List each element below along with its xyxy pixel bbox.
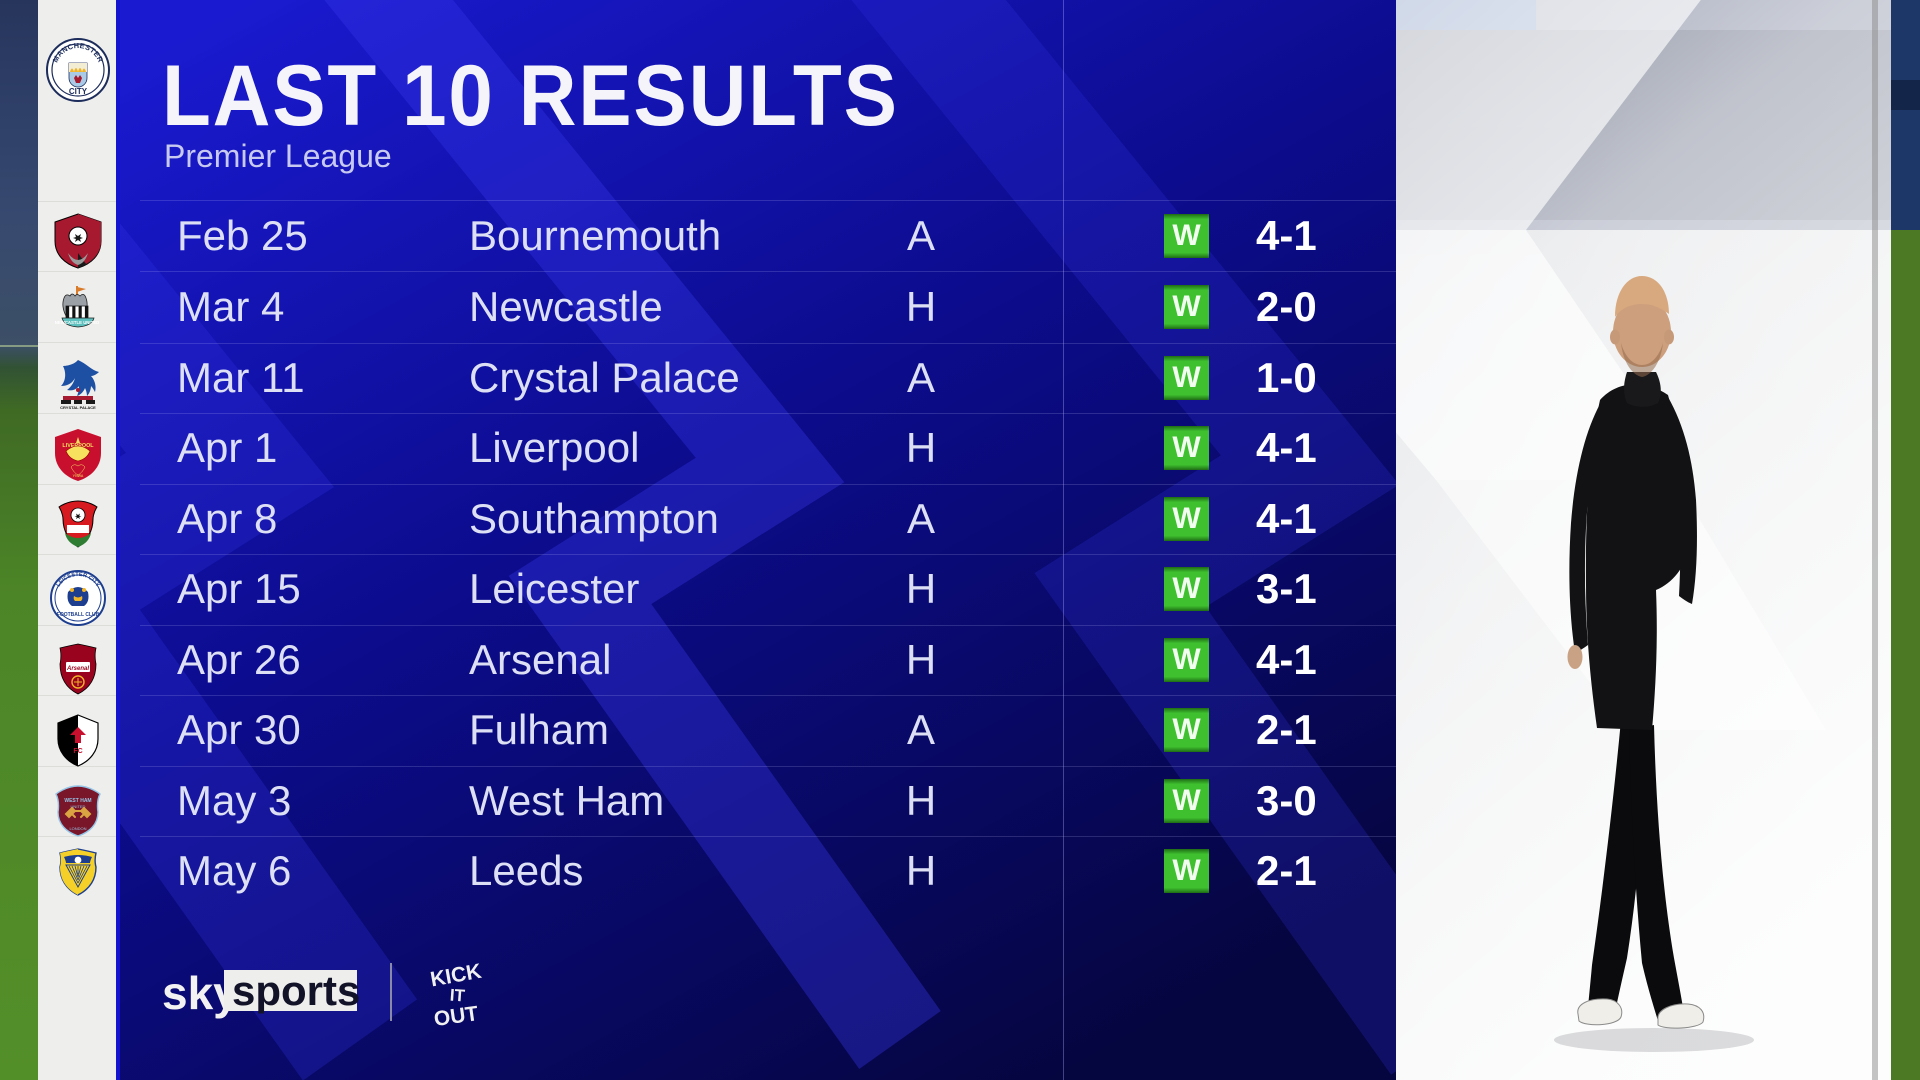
svg-text:IT: IT: [449, 986, 466, 1006]
svg-text:CRYSTAL PALACE: CRYSTAL PALACE: [60, 405, 96, 410]
svg-text:OUT: OUT: [433, 1002, 480, 1030]
svg-text:YNWA: YNWA: [73, 474, 84, 478]
svg-text:CITY: CITY: [69, 87, 88, 96]
svg-text:LONDON: LONDON: [69, 826, 86, 831]
svg-text:Arsenal: Arsenal: [66, 666, 89, 672]
svg-text:NEWCASTLE UNITED: NEWCASTLE UNITED: [55, 320, 99, 325]
svg-text:FC: FC: [73, 748, 82, 755]
svg-text:FOOTBALL CLUB: FOOTBALL CLUB: [57, 612, 100, 618]
